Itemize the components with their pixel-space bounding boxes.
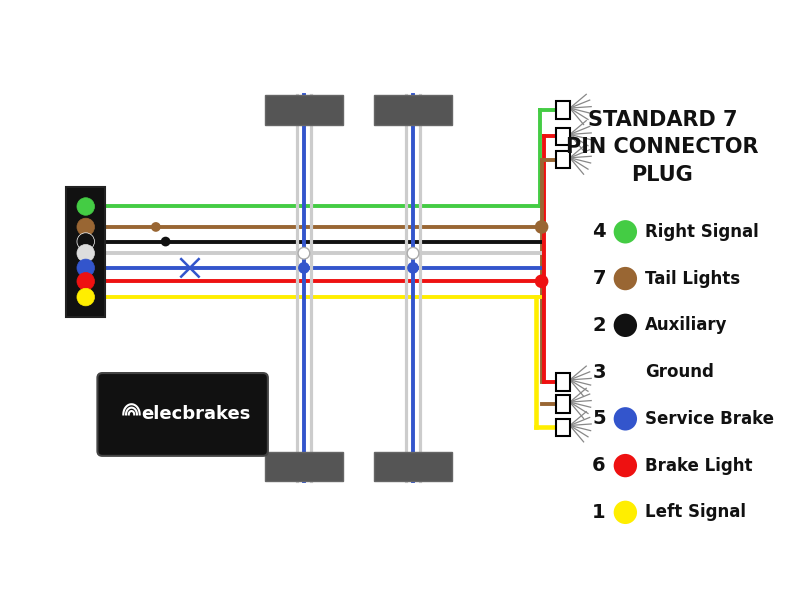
Text: Left Signal: Left Signal [645, 503, 746, 521]
Bar [66, 187, 106, 317]
Text: PLUG: PLUG [631, 164, 694, 185]
Bar [556, 151, 570, 169]
Text: 1: 1 [592, 503, 606, 522]
Text: 2: 2 [592, 316, 606, 335]
Circle shape [77, 259, 94, 277]
Circle shape [161, 236, 170, 247]
Circle shape [407, 247, 419, 259]
Circle shape [534, 274, 549, 288]
FancyBboxPatch shape [98, 373, 268, 456]
Bar [556, 128, 570, 145]
Circle shape [614, 407, 637, 431]
Bar [265, 95, 343, 125]
Text: 6: 6 [592, 456, 606, 475]
Text: elecbrakes: elecbrakes [141, 406, 250, 424]
Bar [556, 101, 570, 119]
Text: 7: 7 [592, 269, 606, 288]
Circle shape [534, 220, 549, 234]
Text: Auxiliary: Auxiliary [645, 316, 727, 334]
Text: 3: 3 [592, 362, 606, 382]
Text: 4: 4 [592, 223, 606, 241]
Text: Right Signal: Right Signal [645, 223, 758, 241]
Circle shape [77, 272, 94, 290]
Bar [556, 419, 570, 436]
Text: STANDARD 7: STANDARD 7 [588, 110, 737, 130]
Text: Brake Light: Brake Light [645, 457, 752, 475]
Text: 5: 5 [592, 409, 606, 428]
Text: PIN CONNECTOR: PIN CONNECTOR [566, 137, 758, 157]
Circle shape [77, 218, 94, 236]
Text: Tail Lights: Tail Lights [645, 269, 740, 287]
Text: Ground: Ground [645, 363, 714, 381]
Circle shape [614, 314, 637, 337]
Circle shape [77, 289, 94, 306]
Circle shape [151, 222, 161, 232]
Bar [265, 452, 343, 481]
Circle shape [614, 220, 637, 244]
Circle shape [298, 247, 310, 259]
Bar [374, 452, 452, 481]
Circle shape [407, 262, 419, 274]
Circle shape [614, 500, 637, 524]
Bar [374, 95, 452, 125]
Text: Service Brake: Service Brake [645, 410, 774, 428]
Circle shape [614, 454, 637, 477]
Circle shape [77, 233, 94, 250]
Circle shape [614, 267, 637, 290]
Bar [556, 373, 570, 391]
Circle shape [298, 262, 310, 274]
Circle shape [77, 198, 94, 215]
Circle shape [77, 244, 94, 262]
Bar [556, 395, 570, 413]
